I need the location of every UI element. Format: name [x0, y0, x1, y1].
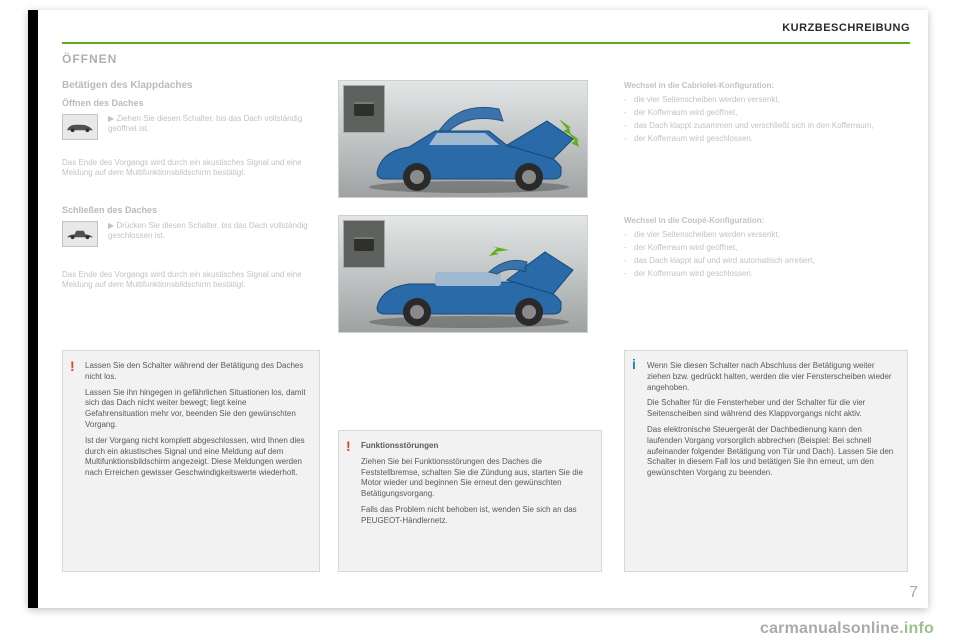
list-item: der Kofferraum wird geschlossen.: [624, 268, 904, 280]
switch-inset: [343, 85, 385, 133]
info-p3: Das elektronische Steuergerät der Dachbe…: [647, 425, 895, 479]
warning-box-malfunction: ! Funktionsstörungen Ziehen Sie bei Funk…: [338, 430, 602, 572]
figure-roof-closing: [338, 215, 588, 333]
warning-icon: !: [346, 437, 351, 456]
figure-roof-opening: [338, 80, 588, 198]
section-title: ÖFFNEN: [62, 52, 117, 66]
warn1-p1: Lassen Sie den Schalter während der Betä…: [85, 361, 307, 383]
switch-pull-icon: [62, 114, 98, 140]
info-icon: i: [632, 355, 636, 374]
close-confirm-para: Das Ende des Vorgangs wird durch ein aku…: [62, 270, 310, 290]
cabrio-config-list: Wechsel in die Cabriolet-Konfiguration: …: [624, 80, 904, 146]
watermark-suffix: .info: [899, 620, 934, 637]
list-item: das Dach klappt auf und wird automatisch…: [624, 255, 904, 267]
warning-box-left: ! Lassen Sie den Schalter während der Be…: [62, 350, 320, 572]
list-item: das Dach klappt zusammen und verschließt…: [624, 120, 904, 132]
binding-bar: [28, 10, 38, 608]
switch-inset: [343, 220, 385, 268]
watermark: carmanualsonline.info: [760, 620, 934, 638]
warn2-p2: Falls das Problem nicht behoben ist, wen…: [361, 505, 589, 527]
close-bullet-text: Drücken Sie diesen Schalter, bis das Dac…: [108, 221, 308, 240]
info-box-right: i Wenn Sie diesen Schalter nach Abschlus…: [624, 350, 908, 572]
malfunction-title: Funktionsstörungen: [361, 441, 438, 450]
info-p1: Wenn Sie diesen Schalter nach Abschluss …: [647, 361, 895, 393]
subhead-open-roof: Öffnen des Daches: [62, 98, 144, 108]
accent-line: [62, 42, 910, 44]
page-number: 7: [909, 584, 918, 602]
subhead-close-roof: Schließen des Daches: [62, 205, 157, 215]
bullet-marker: ▶: [108, 114, 114, 123]
close-bullet: ▶ Drücken Sie diesen Schalter, bis das D…: [108, 221, 308, 241]
bullet-marker: ▶: [108, 221, 114, 230]
switch-button-icon: [354, 237, 374, 251]
switch-button-icon: [354, 102, 374, 116]
list-item: der Kofferraum wird geöffnet,: [624, 242, 904, 254]
warning-icon: !: [70, 357, 75, 376]
list-item: die vier Seitenscheiben werden versenkt,: [624, 229, 904, 241]
open-bullet: ▶ Ziehen Sie diesen Schalter, bis das Da…: [108, 114, 308, 134]
manual-page: KURZBESCHREIBUNG ÖFFNEN Betätigen des Kl…: [28, 10, 928, 608]
car-silhouette-icon: [66, 121, 94, 133]
list-item: die vier Seitenscheiben werden versenkt,: [624, 94, 904, 106]
info-p2: Die Schalter für die Fensterheber und de…: [647, 398, 895, 420]
coupe-title: Wechsel in die Coupé-Konfiguration:: [624, 215, 904, 227]
open-bullet-text: Ziehen Sie diesen Schalter, bis das Dach…: [108, 114, 302, 133]
cabrio-title: Wechsel in die Cabriolet-Konfiguration:: [624, 80, 904, 92]
open-confirm-para: Das Ende des Vorgangs wird durch ein aku…: [62, 158, 310, 178]
chapter-header: KURZBESCHREIBUNG: [782, 22, 910, 34]
warn2-p1: Ziehen Sie bei Funktionsstörungen des Da…: [361, 457, 589, 500]
warn1-p2: Lassen Sie ihn hingegen in gefährlichen …: [85, 388, 307, 431]
subhead-operate-roof: Betätigen des Klappdaches: [62, 80, 193, 91]
list-item: der Kofferraum wird geöffnet,: [624, 107, 904, 119]
watermark-main: carmanualsonline: [760, 620, 899, 637]
warn1-p3: Ist der Vorgang nicht komplett abgeschlo…: [85, 436, 307, 479]
car-silhouette-icon: [66, 228, 94, 240]
switch-push-icon: [62, 221, 98, 247]
list-item: der Kofferraum wird geschlossen.: [624, 133, 904, 145]
coupe-config-list: Wechsel in die Coupé-Konfiguration: die …: [624, 215, 904, 281]
